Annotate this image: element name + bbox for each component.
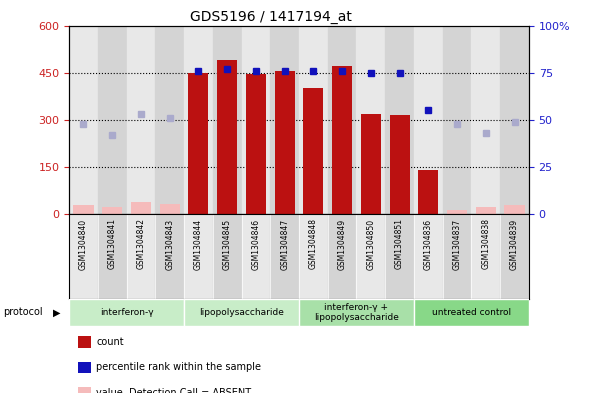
Text: percentile rank within the sample: percentile rank within the sample <box>96 362 261 373</box>
Text: count: count <box>96 337 124 347</box>
Text: GSM1304840: GSM1304840 <box>79 219 88 270</box>
Bar <box>356 214 385 299</box>
Bar <box>328 26 356 214</box>
Bar <box>217 60 237 214</box>
Bar <box>270 26 299 214</box>
Bar <box>131 202 151 214</box>
Bar <box>447 210 467 214</box>
Bar <box>299 26 328 214</box>
Bar <box>443 26 471 214</box>
Text: GSM1304836: GSM1304836 <box>424 219 433 270</box>
Bar <box>471 214 500 299</box>
Bar <box>275 71 294 214</box>
Bar <box>500 26 529 214</box>
Text: GSM1304849: GSM1304849 <box>338 219 347 270</box>
Text: interferon-γ +
lipopolysaccharide: interferon-γ + lipopolysaccharide <box>314 303 399 322</box>
Bar <box>127 26 155 214</box>
Bar <box>418 170 438 214</box>
Text: GSM1304846: GSM1304846 <box>251 219 260 270</box>
Bar <box>155 26 184 214</box>
Bar <box>443 214 471 299</box>
Bar <box>504 206 525 214</box>
Text: GSM1304845: GSM1304845 <box>222 219 231 270</box>
Bar <box>361 114 381 214</box>
Bar <box>184 299 299 326</box>
Bar <box>102 207 122 214</box>
Bar <box>299 299 414 326</box>
Text: ▶: ▶ <box>53 307 60 318</box>
Bar <box>155 214 184 299</box>
Text: lipopolysaccharide: lipopolysaccharide <box>199 308 284 317</box>
Bar <box>356 26 385 214</box>
Bar <box>414 214 443 299</box>
Bar <box>73 206 94 214</box>
Bar <box>389 115 410 214</box>
Bar <box>184 26 213 214</box>
Bar <box>385 214 414 299</box>
Bar <box>98 214 127 299</box>
Bar <box>328 214 356 299</box>
Bar <box>69 214 98 299</box>
Text: GSM1304838: GSM1304838 <box>481 219 490 270</box>
Bar <box>414 299 529 326</box>
Text: GSM1304839: GSM1304839 <box>510 219 519 270</box>
Text: GSM1304841: GSM1304841 <box>108 219 117 270</box>
Bar <box>242 214 270 299</box>
Text: GSM1304850: GSM1304850 <box>367 219 376 270</box>
Bar <box>414 26 443 214</box>
Text: interferon-γ: interferon-γ <box>100 308 153 317</box>
Bar <box>414 299 529 326</box>
Bar <box>304 88 323 214</box>
Bar <box>184 299 299 326</box>
Bar <box>160 204 180 214</box>
Bar <box>385 26 414 214</box>
Text: GSM1304847: GSM1304847 <box>280 219 289 270</box>
Bar <box>242 26 270 214</box>
Bar <box>332 66 352 214</box>
Bar <box>213 214 242 299</box>
Bar <box>476 207 496 214</box>
Text: protocol: protocol <box>3 307 43 318</box>
Bar <box>471 26 500 214</box>
Text: GSM1304843: GSM1304843 <box>165 219 174 270</box>
Bar <box>69 26 98 214</box>
Bar <box>127 214 155 299</box>
Bar <box>69 299 184 326</box>
Text: GSM1304842: GSM1304842 <box>136 219 145 270</box>
Text: GSM1304844: GSM1304844 <box>194 219 203 270</box>
Bar <box>270 214 299 299</box>
Bar <box>184 214 213 299</box>
Bar <box>299 299 414 326</box>
Text: GDS5196 / 1417194_at: GDS5196 / 1417194_at <box>189 10 352 24</box>
Text: GSM1304851: GSM1304851 <box>395 219 404 270</box>
Bar <box>299 214 328 299</box>
Bar <box>69 299 184 326</box>
Bar <box>500 214 529 299</box>
Bar <box>213 26 242 214</box>
Text: GSM1304848: GSM1304848 <box>309 219 318 270</box>
Text: GSM1304837: GSM1304837 <box>453 219 462 270</box>
Text: value, Detection Call = ABSENT: value, Detection Call = ABSENT <box>96 388 251 393</box>
Bar <box>188 73 209 214</box>
Text: untreated control: untreated control <box>432 308 511 317</box>
Bar <box>246 74 266 214</box>
Bar <box>98 26 127 214</box>
